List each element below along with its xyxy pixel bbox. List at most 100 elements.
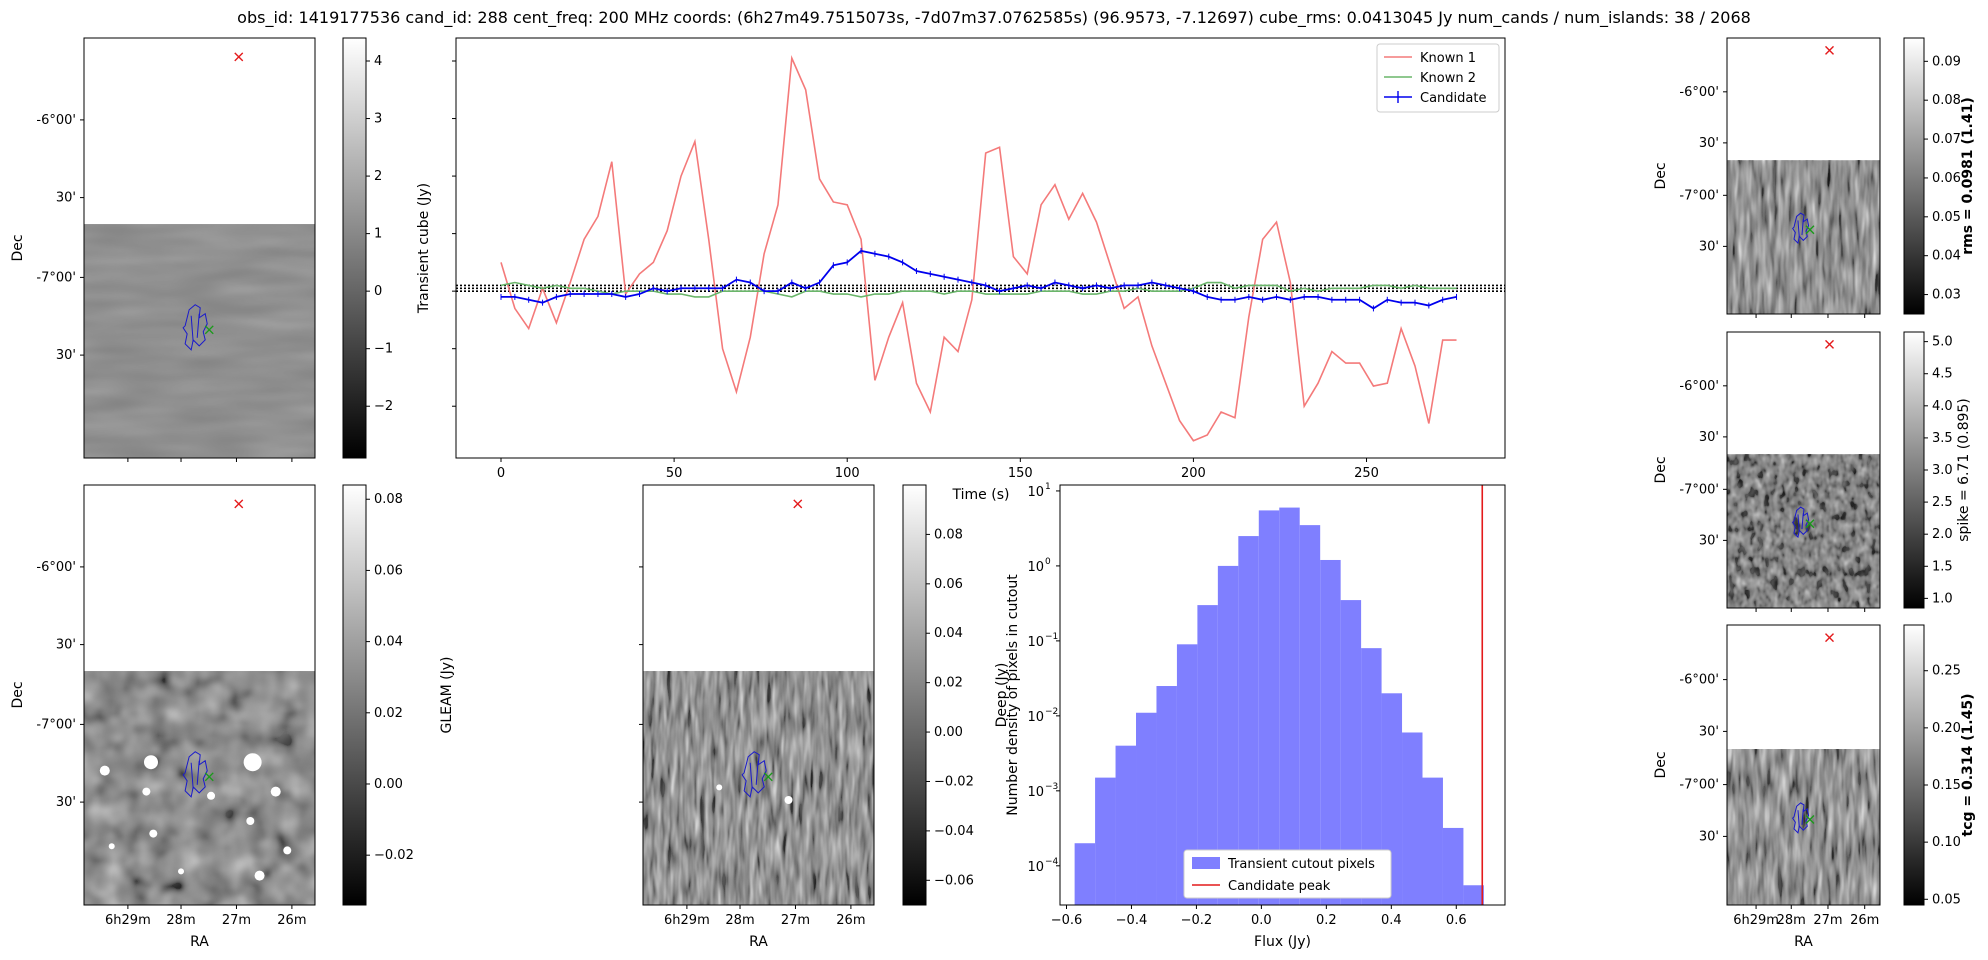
y-tick-label: 30' bbox=[1699, 136, 1719, 151]
x-tick-label: 50 bbox=[666, 466, 683, 481]
image-noise bbox=[1727, 454, 1880, 608]
x-tick-label: 0 bbox=[497, 466, 505, 481]
y-tick-label: -7°00' bbox=[1679, 482, 1719, 497]
y-tick-label: 10 bbox=[1027, 560, 1044, 575]
colorbar-label: spike = 6.71 (0.895) bbox=[1956, 398, 1972, 542]
histogram-bar bbox=[1279, 507, 1300, 905]
catalog-marker-red bbox=[1825, 45, 1835, 55]
catalog-marker-green bbox=[204, 325, 214, 335]
image-noise bbox=[84, 224, 315, 458]
lightcurve-panel: 0 50 100 150 200 250 Time (s) Known 1 Known 2 Can… bbox=[452, 37, 1506, 503]
colorbar-label: rms = 0.0981 (1.41) bbox=[1960, 97, 1976, 255]
source-blob bbox=[142, 787, 151, 796]
colorbar-tick-label: 0.04 bbox=[1932, 249, 1961, 264]
axes-frame bbox=[1726, 624, 1881, 906]
colorbar-tick-label: −1 bbox=[374, 342, 393, 357]
colorbar-tick-label: 0.15 bbox=[1932, 778, 1961, 793]
transient-image-panel: -6°00' 30' -7°00' 30' Dec 4 3 2 1 0 −1 −2 Transient … bbox=[10, 37, 432, 462]
source-blob bbox=[784, 796, 793, 804]
y-axis-label: Dec bbox=[10, 681, 26, 708]
x-tick-label: 250 bbox=[1354, 466, 1379, 481]
colorbar-tick-label: 0.25 bbox=[1932, 664, 1961, 679]
histogram-bar bbox=[1095, 777, 1116, 905]
y-tick-label: -7°00' bbox=[1679, 188, 1719, 203]
source-blob bbox=[254, 870, 265, 881]
x-tick-label: 26m bbox=[277, 913, 306, 928]
colorbar-gradient bbox=[343, 38, 366, 458]
known2-series-line bbox=[500, 281, 1457, 298]
known1-series-line bbox=[500, 54, 1457, 442]
colorbar-tick-label: 5.0 bbox=[1932, 335, 1953, 350]
axes-frame bbox=[1726, 37, 1881, 315]
legend-box bbox=[1376, 43, 1500, 113]
x-tick-label: 26m bbox=[1850, 913, 1879, 928]
histogram-bar bbox=[1258, 510, 1280, 905]
colorbar-frame bbox=[902, 484, 927, 906]
y-tick-label: 30' bbox=[56, 795, 76, 810]
y-tick-label: 10 bbox=[1027, 860, 1044, 875]
y-tick-label: -7°00' bbox=[36, 270, 76, 285]
colorbar-tick-label: 0.06 bbox=[934, 577, 963, 592]
y-axis-label: Dec bbox=[1653, 162, 1669, 189]
source-blob bbox=[108, 843, 115, 850]
y-tick-label: 30' bbox=[56, 191, 76, 206]
y-tick-label: 10 bbox=[1027, 635, 1044, 650]
colorbar-label: tcg = 0.314 (1.45) bbox=[1960, 694, 1976, 837]
x-tick-label: 27m bbox=[222, 913, 251, 928]
colorbar-gradient bbox=[1904, 332, 1924, 608]
histogram-panel: −0.6 −0.4 −0.2 0.0 0.2 0.4 0.610−410−310−210−1… bbox=[1005, 482, 1506, 950]
colorbar-tick-label: −0.04 bbox=[934, 824, 974, 839]
legend-label: Known 1 bbox=[1420, 51, 1476, 66]
catalog-marker-green bbox=[1805, 225, 1815, 235]
colorbar-frame bbox=[342, 37, 367, 459]
legend-label: Known 2 bbox=[1420, 71, 1476, 86]
colorbar-tick-label: 0.08 bbox=[934, 527, 963, 542]
colorbar-tick-label: 3.5 bbox=[1932, 431, 1953, 446]
x-tick-label: −0.6 bbox=[1051, 913, 1083, 928]
colorbar-tick-label: 0.06 bbox=[374, 563, 403, 578]
source-blob bbox=[283, 846, 292, 855]
y-tick-label: -6°00' bbox=[36, 113, 76, 128]
y-tick-label: 30' bbox=[56, 638, 76, 653]
colorbar-label: Deep (Jy) bbox=[994, 663, 1010, 728]
legend-box bbox=[1183, 849, 1392, 899]
source-blob bbox=[243, 753, 262, 772]
colorbar-tick-label: 0.08 bbox=[374, 492, 403, 507]
candidate-contour bbox=[741, 751, 767, 798]
colorbar-tick-label: −2 bbox=[374, 399, 393, 414]
colorbar-tick-label: 2 bbox=[374, 169, 382, 184]
candidate-contour-inner bbox=[1797, 808, 1804, 828]
y-tick-label: 30' bbox=[1699, 724, 1719, 739]
x-tick-label: −0.4 bbox=[1116, 913, 1148, 928]
x-axis-label: Flux (Jy) bbox=[1254, 934, 1311, 950]
catalog-marker-green bbox=[204, 772, 214, 782]
histogram-bar bbox=[1197, 605, 1218, 905]
colorbar-tick-label: 0 bbox=[374, 284, 382, 299]
y-tick-exponent: 0 bbox=[1045, 557, 1051, 567]
y-tick-label: 30' bbox=[1699, 829, 1719, 844]
x-tick-label: 0.6 bbox=[1446, 913, 1467, 928]
axes-frame bbox=[642, 484, 875, 906]
histogram-bar bbox=[1422, 777, 1443, 905]
gleam-image-panel: -6°00' 30' -7°00' 30' 6h29m 28m 27m 26m Dec RA 0.0… bbox=[10, 484, 455, 950]
source-blob bbox=[270, 786, 281, 797]
colorbar-label: GLEAM (Jy) bbox=[439, 657, 455, 734]
catalog-marker-green bbox=[1805, 815, 1815, 825]
colorbar-gradient bbox=[1904, 625, 1924, 905]
histogram-bar bbox=[1320, 559, 1341, 905]
colorbar-tick-label: 0.07 bbox=[1932, 132, 1961, 147]
colorbar-gradient bbox=[903, 485, 926, 905]
histogram-bar bbox=[1115, 745, 1137, 905]
colorbar-tick-label: 0.03 bbox=[1932, 288, 1961, 303]
figure-title: obs_id: 1419177536 cand_id: 288 cent_fre… bbox=[237, 8, 1751, 28]
x-tick-label: 28m bbox=[1777, 913, 1806, 928]
colorbar-tick-label: 0.05 bbox=[1932, 210, 1961, 225]
colorbar-tick-label: −0.06 bbox=[934, 873, 974, 888]
source-blob bbox=[246, 817, 255, 825]
colorbar-tick-label: 0.02 bbox=[374, 706, 403, 721]
x-tick-label: 0.0 bbox=[1251, 913, 1272, 928]
y-tick-label: -6°00' bbox=[1679, 379, 1719, 394]
colorbar-tick-label: 2.5 bbox=[1932, 495, 1953, 510]
